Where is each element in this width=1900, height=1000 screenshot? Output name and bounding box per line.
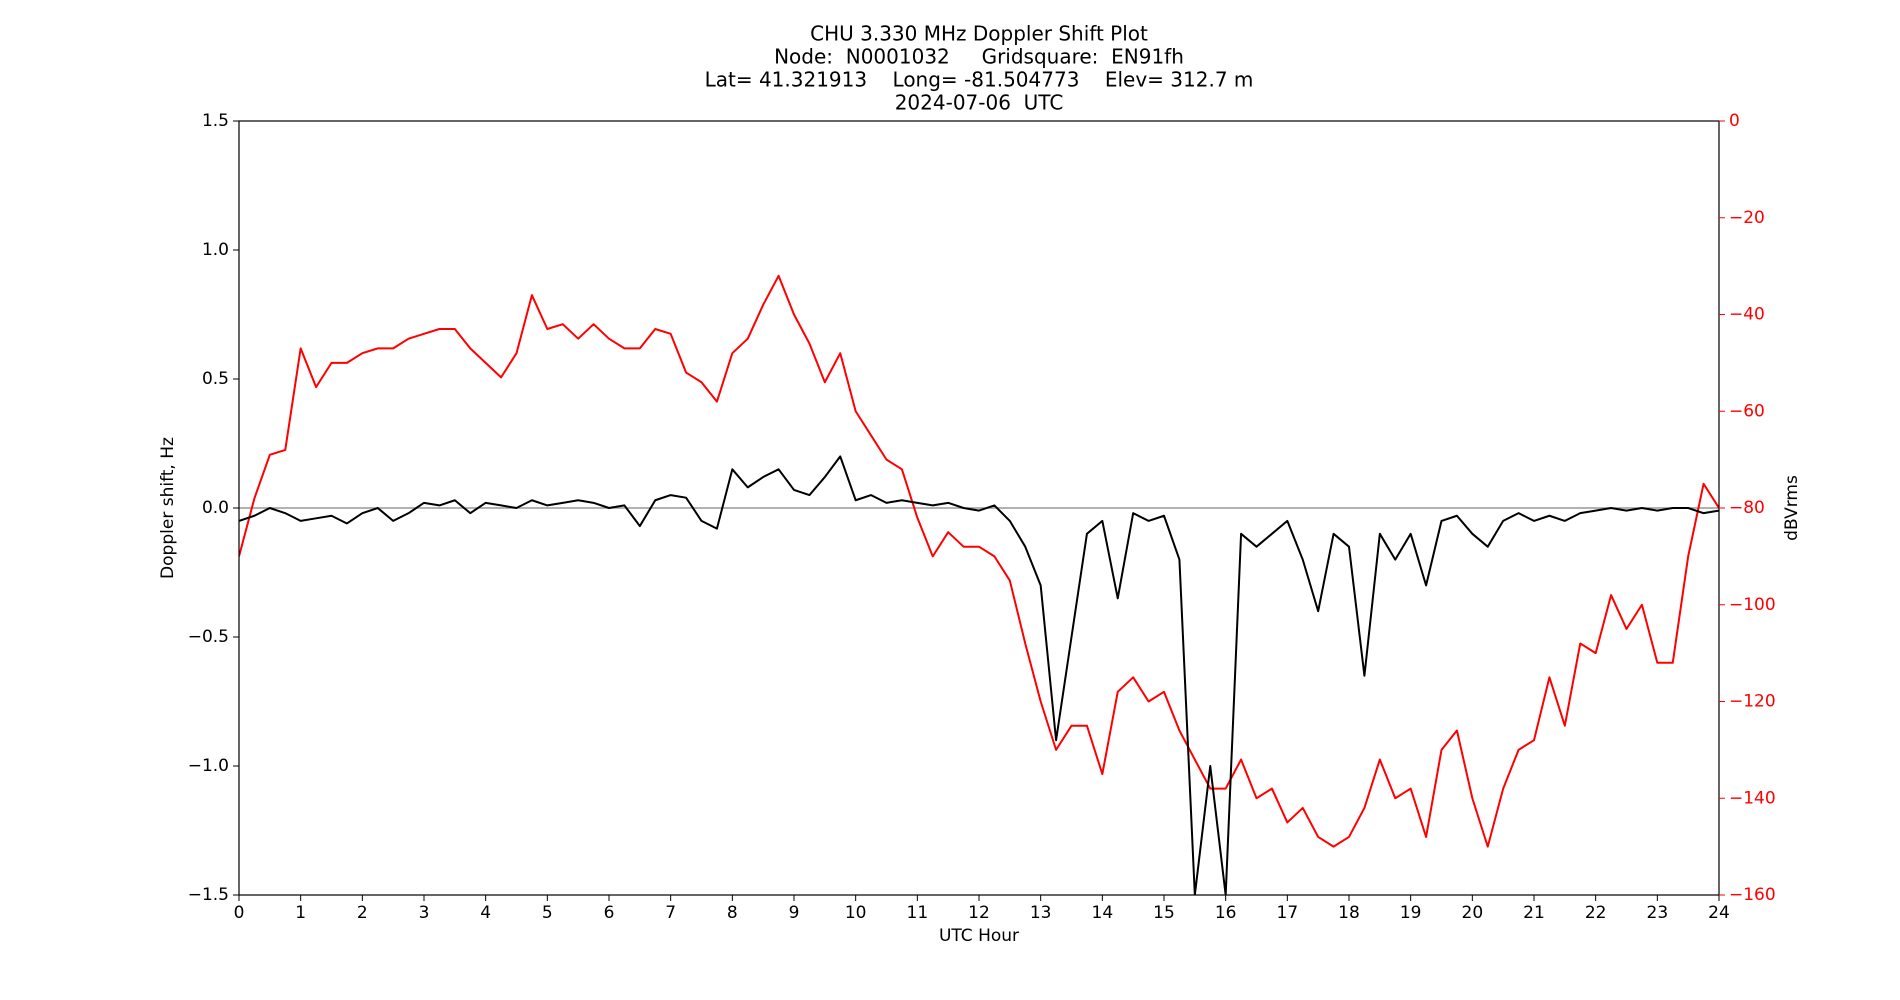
y-tick-label: −1.0 bbox=[188, 756, 229, 776]
chart-subtitle: Lat= 41.321913 Long= -81.504773 Elev= 31… bbox=[705, 68, 1254, 92]
y-tick-label: 0.0 bbox=[202, 498, 229, 518]
x-tick-label: 13 bbox=[1030, 903, 1052, 923]
x-tick-label: 20 bbox=[1462, 903, 1484, 923]
y2-tick-label: −120 bbox=[1729, 692, 1776, 712]
x-tick-label: 23 bbox=[1647, 903, 1669, 923]
x-tick-label: 4 bbox=[480, 903, 491, 923]
x-tick-label: 24 bbox=[1708, 903, 1730, 923]
y2-tick-label: −60 bbox=[1729, 401, 1765, 421]
x-tick-label: 7 bbox=[665, 903, 676, 923]
x-tick-label: 17 bbox=[1277, 903, 1299, 923]
x-tick-label: 21 bbox=[1523, 903, 1545, 923]
x-tick-label: 16 bbox=[1215, 903, 1237, 923]
x-tick-label: 9 bbox=[789, 903, 800, 923]
y2-tick-label: −100 bbox=[1729, 595, 1776, 615]
chart-subtitle: Node: N0001032 Gridsquare: EN91fh bbox=[774, 45, 1184, 69]
y-axis-label: Doppler shift, Hz bbox=[158, 437, 178, 579]
chart-title: CHU 3.330 MHz Doppler Shift Plot bbox=[810, 22, 1148, 46]
x-tick-label: 0 bbox=[234, 903, 245, 923]
y2-tick-label: −80 bbox=[1729, 498, 1765, 518]
x-tick-label: 11 bbox=[907, 903, 929, 923]
data-line bbox=[239, 455, 1719, 895]
y-tick-label: −1.5 bbox=[188, 885, 229, 905]
x-tick-label: 8 bbox=[727, 903, 738, 923]
x-tick-label: 2 bbox=[357, 903, 368, 923]
y2-tick-label: −20 bbox=[1729, 208, 1765, 228]
x-tick-label: 10 bbox=[845, 903, 867, 923]
y2-tick-label: −160 bbox=[1729, 885, 1776, 905]
y-tick-label: 0.5 bbox=[202, 369, 229, 389]
x-axis-label: UTC Hour bbox=[939, 926, 1019, 946]
x-tick-label: 15 bbox=[1153, 903, 1175, 923]
y2-axis-label: dBVrms bbox=[1782, 475, 1802, 541]
x-tick-label: 3 bbox=[419, 903, 430, 923]
y-tick-label: −0.5 bbox=[188, 627, 229, 647]
x-tick-label: 1 bbox=[295, 903, 306, 923]
y-tick-label: 1.5 bbox=[202, 111, 229, 131]
x-tick-label: 5 bbox=[542, 903, 553, 923]
chart-subtitle: 2024-07-06 UTC bbox=[895, 91, 1064, 115]
data-line bbox=[239, 274, 1719, 848]
x-tick-label: 19 bbox=[1400, 903, 1422, 923]
x-tick-label: 18 bbox=[1338, 903, 1360, 923]
y2-tick-label: −40 bbox=[1729, 305, 1765, 325]
x-tick-label: 6 bbox=[604, 903, 615, 923]
x-tick-label: 12 bbox=[968, 903, 990, 923]
y2-tick-label: −140 bbox=[1729, 788, 1776, 808]
y2-tick-label: 0 bbox=[1729, 111, 1740, 131]
x-tick-label: 22 bbox=[1585, 903, 1607, 923]
x-tick-label: 14 bbox=[1092, 903, 1114, 923]
y-tick-label: 1.0 bbox=[202, 240, 229, 260]
